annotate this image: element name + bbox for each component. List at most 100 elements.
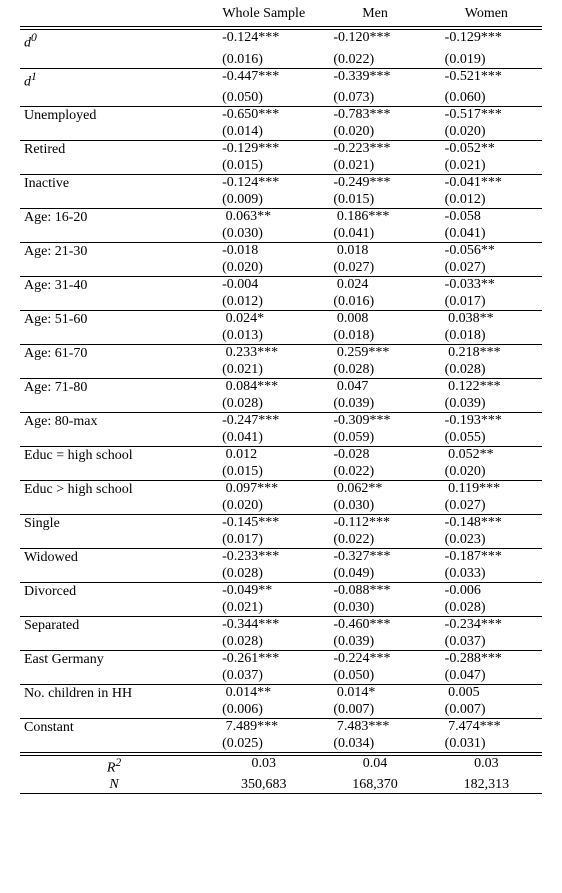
regression-table: Whole SampleMenWomend0-0.124***-0.120***… <box>20 6 542 794</box>
row-label: Inactive <box>20 175 208 192</box>
estimate: -0.288*** <box>431 651 542 668</box>
column-header: Women <box>431 6 542 27</box>
std-error: (0.028) <box>208 634 319 651</box>
row-label: No. children in HH <box>20 685 208 702</box>
stat-label: R2 <box>20 756 208 777</box>
estimate: -0.088*** <box>319 583 430 600</box>
std-error: (0.034) <box>319 736 430 753</box>
estimate: -0.309*** <box>319 413 430 430</box>
row-label: d1 <box>20 69 208 91</box>
std-error: (0.021) <box>208 600 319 617</box>
std-error: (0.027) <box>431 260 542 277</box>
estimate: -0.112*** <box>319 515 430 532</box>
estimate: 0.008 <box>319 311 430 328</box>
std-error: (0.028) <box>208 396 319 413</box>
row-label: Divorced <box>20 583 208 600</box>
std-error: (0.007) <box>319 702 430 719</box>
estimate: 0.018 <box>319 243 430 260</box>
estimate: -0.145*** <box>208 515 319 532</box>
std-error: (0.016) <box>319 294 430 311</box>
std-error: (0.039) <box>319 634 430 651</box>
estimate: -0.249*** <box>319 175 430 192</box>
std-error: (0.027) <box>319 260 430 277</box>
std-error: (0.015) <box>208 158 319 175</box>
std-error: (0.047) <box>431 668 542 685</box>
std-error: (0.055) <box>431 430 542 447</box>
column-header: Whole Sample <box>208 6 319 27</box>
estimate: -0.056** <box>431 243 542 260</box>
stat-value: 182,313 <box>431 777 542 794</box>
stat-value: 350,683 <box>208 777 319 794</box>
estimate: 0.063** <box>208 209 319 226</box>
estimate: -0.327*** <box>319 549 430 566</box>
std-error: (0.028) <box>208 566 319 583</box>
estimate: 0.084*** <box>208 379 319 396</box>
std-error: (0.027) <box>431 498 542 515</box>
estimate: 0.047 <box>319 379 430 396</box>
estimate: -0.049** <box>208 583 319 600</box>
estimate: -0.223*** <box>319 141 430 158</box>
row-label: East Germany <box>20 651 208 668</box>
std-error: (0.050) <box>319 668 430 685</box>
estimate: -0.517*** <box>431 107 542 124</box>
estimate: -0.124*** <box>208 30 319 52</box>
row-label: Age: 31-40 <box>20 277 208 294</box>
std-error: (0.023) <box>431 532 542 549</box>
estimate: 0.186*** <box>319 209 430 226</box>
estimate: 0.014** <box>208 685 319 702</box>
estimate: -0.224*** <box>319 651 430 668</box>
estimate: -0.247*** <box>208 413 319 430</box>
estimate: -0.261*** <box>208 651 319 668</box>
estimate: 7.483*** <box>319 719 430 736</box>
row-label: d0 <box>20 30 208 52</box>
std-error: (0.050) <box>208 90 319 107</box>
std-error: (0.020) <box>208 498 319 515</box>
std-error: (0.021) <box>431 158 542 175</box>
estimate: -0.460*** <box>319 617 430 634</box>
std-error: (0.012) <box>208 294 319 311</box>
estimate: -0.028 <box>319 447 430 464</box>
header-blank <box>20 6 208 27</box>
estimate: 0.012 <box>208 447 319 464</box>
estimate: -0.148*** <box>431 515 542 532</box>
stat-value: 168,370 <box>319 777 430 794</box>
row-label: Widowed <box>20 549 208 566</box>
std-error: (0.020) <box>431 464 542 481</box>
estimate: 0.122*** <box>431 379 542 396</box>
column-header: Men <box>319 6 430 27</box>
estimate: -0.783*** <box>319 107 430 124</box>
estimate: 0.233*** <box>208 345 319 362</box>
std-error: (0.019) <box>431 52 542 69</box>
std-error: (0.017) <box>431 294 542 311</box>
estimate: -0.041*** <box>431 175 542 192</box>
row-label: Separated <box>20 617 208 634</box>
estimate: 0.218*** <box>431 345 542 362</box>
estimate: -0.650*** <box>208 107 319 124</box>
std-error: (0.012) <box>431 192 542 209</box>
estimate: -0.004 <box>208 277 319 294</box>
std-error: (0.020) <box>319 124 430 141</box>
stat-value: 0.03 <box>431 756 542 777</box>
estimate: -0.052** <box>431 141 542 158</box>
std-error: (0.028) <box>431 362 542 379</box>
estimate: -0.018 <box>208 243 319 260</box>
std-error: (0.033) <box>431 566 542 583</box>
std-error: (0.059) <box>319 430 430 447</box>
estimate: 0.038** <box>431 311 542 328</box>
std-error: (0.028) <box>319 362 430 379</box>
estimate: 0.259*** <box>319 345 430 362</box>
estimate: 0.024 <box>319 277 430 294</box>
estimate: 0.005 <box>431 685 542 702</box>
std-error: (0.030) <box>208 226 319 243</box>
std-error: (0.015) <box>319 192 430 209</box>
estimate: 7.474*** <box>431 719 542 736</box>
std-error: (0.049) <box>319 566 430 583</box>
estimate: -0.344*** <box>208 617 319 634</box>
estimate: -0.339*** <box>319 69 430 91</box>
estimate: 0.097*** <box>208 481 319 498</box>
row-label: Age: 80-max <box>20 413 208 430</box>
std-error: (0.020) <box>431 124 542 141</box>
row-label: Retired <box>20 141 208 158</box>
std-error: (0.009) <box>208 192 319 209</box>
estimate: -0.234*** <box>431 617 542 634</box>
